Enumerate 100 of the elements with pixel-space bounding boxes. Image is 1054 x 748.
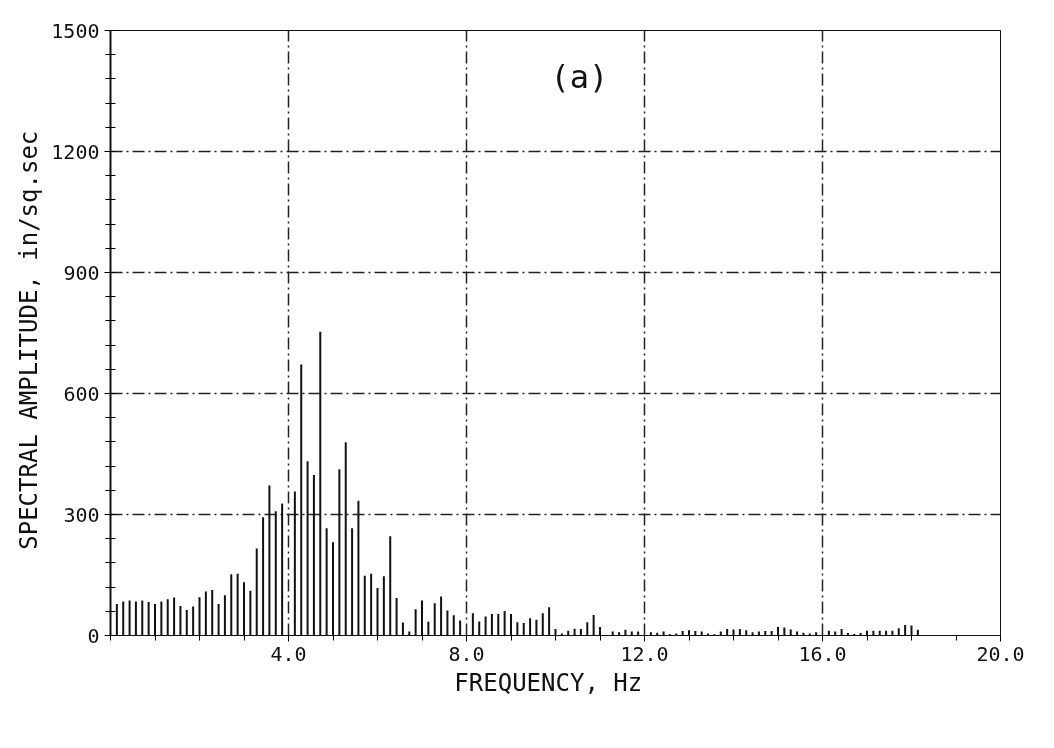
annotation: (a)	[550, 57, 609, 96]
bar	[516, 622, 519, 636]
bar	[166, 599, 169, 636]
y-tick-label: 1200	[51, 139, 100, 164]
bar	[548, 607, 551, 636]
bar	[185, 610, 188, 636]
bar	[510, 614, 512, 636]
bar	[243, 582, 245, 636]
bar	[471, 613, 474, 636]
bar	[688, 630, 690, 636]
bar	[421, 600, 423, 636]
bar	[344, 442, 347, 636]
bar	[332, 542, 334, 636]
bar	[141, 600, 144, 636]
bar	[255, 548, 258, 636]
bar	[293, 491, 296, 636]
bar	[719, 631, 722, 636]
bar	[147, 602, 150, 636]
bar	[427, 621, 430, 636]
y-tick-label: 300	[63, 502, 100, 527]
bar	[662, 631, 665, 636]
bar	[522, 623, 525, 636]
bar	[675, 633, 678, 636]
bar	[815, 632, 818, 636]
y-tick-label: 0	[87, 623, 100, 648]
bar	[452, 615, 455, 636]
bar	[554, 629, 557, 636]
bar	[503, 610, 506, 636]
bar	[490, 614, 493, 636]
bar	[726, 629, 729, 636]
bar	[223, 595, 226, 636]
bar	[249, 590, 252, 636]
bar	[808, 633, 811, 636]
bar	[560, 633, 563, 636]
bar	[630, 631, 633, 636]
bar	[338, 469, 341, 636]
bar	[586, 622, 589, 636]
bar	[382, 576, 385, 636]
bar	[122, 601, 125, 636]
bar	[363, 575, 366, 636]
y-tick-label: 600	[63, 381, 100, 406]
bar	[433, 603, 436, 636]
bar	[834, 631, 837, 636]
bar	[300, 364, 303, 636]
bar	[529, 618, 532, 636]
bar	[446, 610, 449, 636]
bar	[738, 629, 741, 636]
bar	[281, 503, 284, 636]
x-tick-label: 20.0	[976, 641, 1025, 666]
bar	[128, 600, 131, 636]
bar	[904, 625, 907, 636]
bar	[115, 604, 118, 636]
bar	[160, 601, 163, 636]
x-tick-label: 16.0	[798, 641, 847, 666]
bar	[796, 631, 799, 636]
bar	[916, 629, 919, 636]
bar	[268, 485, 271, 636]
bar	[134, 601, 137, 636]
bar	[745, 630, 748, 636]
bar	[408, 631, 411, 636]
bar	[312, 474, 315, 636]
bar	[262, 517, 265, 636]
bar	[840, 629, 843, 636]
bar	[592, 614, 595, 636]
bar	[370, 573, 373, 636]
bar	[192, 606, 195, 636]
bar	[707, 633, 710, 636]
bar	[732, 629, 735, 636]
bar	[217, 604, 220, 636]
bar	[440, 596, 443, 636]
bar	[599, 627, 601, 636]
bar	[777, 627, 779, 636]
bar	[376, 587, 379, 636]
bar	[897, 628, 900, 636]
bar	[637, 631, 640, 636]
bar	[306, 461, 309, 636]
bar	[751, 632, 754, 636]
y-tick-label: 1500	[51, 18, 100, 43]
bar	[204, 591, 207, 636]
bar	[649, 632, 652, 636]
bar	[173, 597, 176, 636]
y-tick-label: 900	[63, 260, 100, 285]
bar	[757, 631, 760, 636]
y-axis-title: SPECTRAL AMPLITUDE, in/sq.sec	[15, 130, 44, 550]
bar	[484, 616, 487, 636]
bar	[783, 627, 786, 636]
bar	[579, 629, 582, 636]
bar	[154, 604, 156, 636]
bar	[211, 589, 214, 636]
bar	[459, 620, 462, 636]
bar	[624, 629, 627, 636]
x-tick-label: 4.0	[270, 641, 307, 666]
bar	[611, 631, 614, 636]
bar	[401, 622, 404, 636]
x-tick-label: 12.0	[620, 641, 669, 666]
bar	[497, 614, 500, 636]
bar	[351, 528, 354, 636]
bar	[198, 597, 201, 636]
bar	[230, 574, 233, 636]
bar	[389, 536, 392, 636]
